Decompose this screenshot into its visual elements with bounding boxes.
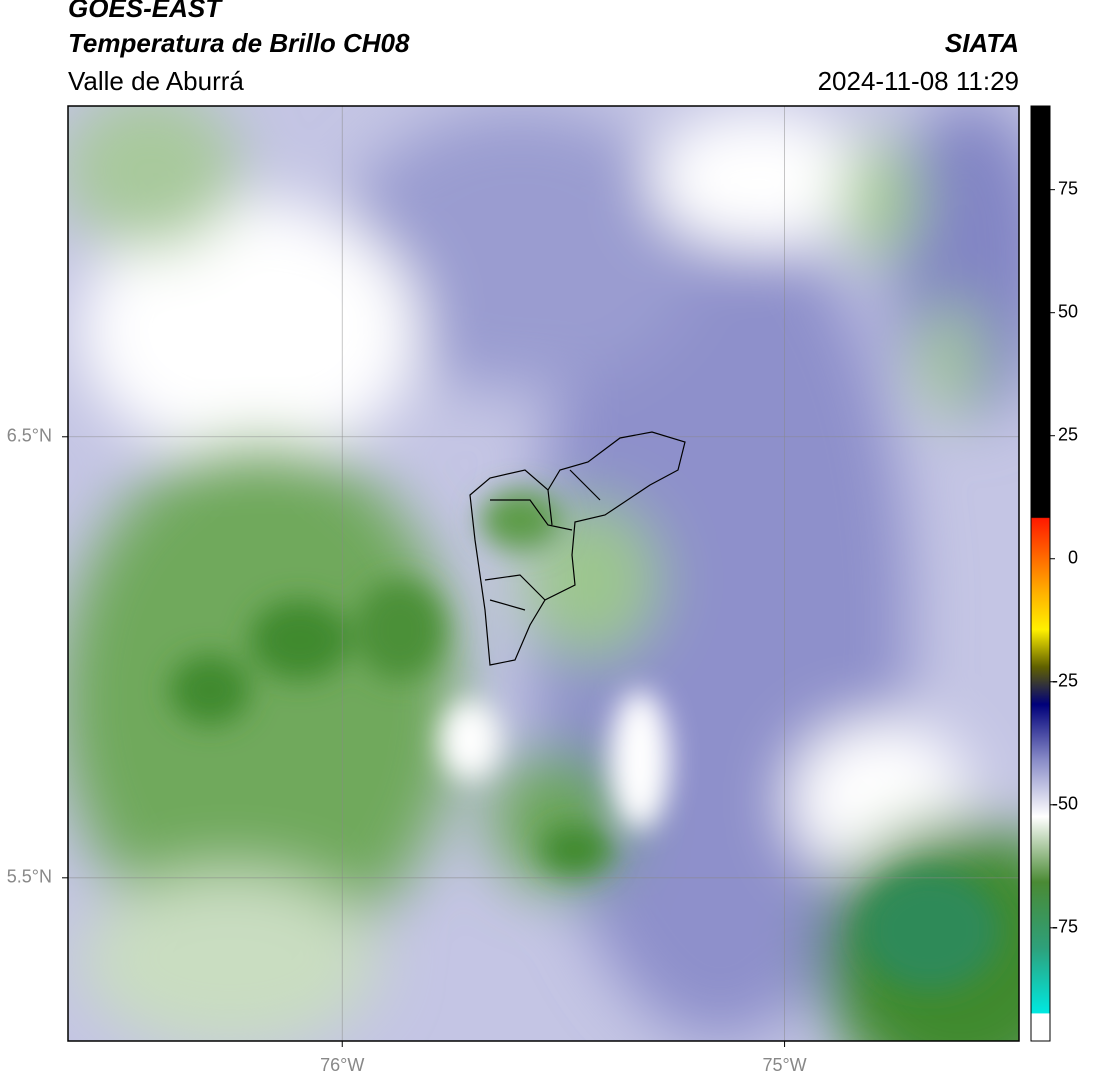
satellite-image [68,106,1019,1041]
title: GOES-EAST [68,0,223,23]
x-tick-label: 76°W [320,1055,364,1075]
colorbar-tick-label: -25 [1052,671,1078,691]
y-tick-label: 5.5°N [7,867,52,887]
colorbar-tick-label: 25 [1058,424,1078,444]
colorbar-tick-label: -75 [1052,917,1078,937]
graticule [68,106,1019,1041]
region: Valle de Aburrá [68,66,244,96]
colorbar [1030,105,1051,1042]
colorbar-tick-label: 50 [1058,301,1078,321]
region-outline [469,431,686,666]
colorbar-tick-label: 75 [1058,178,1078,198]
source: SIATA [945,28,1019,58]
x-tick-label: 75°W [762,1055,806,1075]
map-frame [67,105,1020,1042]
colorbar-tick-label: 0 [1068,547,1078,567]
datetime: 2024-11-08 11:29 [818,66,1019,96]
colorbar-tick-label: -50 [1052,794,1078,814]
y-tick-label: 6.5°N [7,426,52,446]
subtitle: Temperatura de Brillo CH08 [68,28,410,58]
